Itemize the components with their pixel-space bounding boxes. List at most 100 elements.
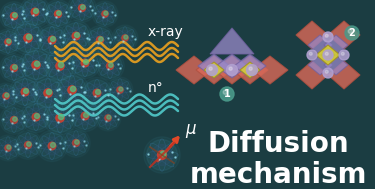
Circle shape [54, 10, 62, 18]
Circle shape [107, 115, 111, 119]
Circle shape [10, 116, 18, 124]
Circle shape [0, 106, 28, 134]
Circle shape [31, 8, 39, 16]
Circle shape [104, 11, 108, 15]
Circle shape [78, 5, 86, 12]
Polygon shape [240, 62, 260, 78]
Circle shape [51, 143, 55, 147]
Circle shape [158, 150, 166, 160]
Circle shape [0, 54, 28, 82]
Circle shape [81, 112, 89, 120]
Circle shape [102, 11, 108, 17]
Polygon shape [216, 54, 248, 78]
Circle shape [98, 6, 112, 22]
Polygon shape [198, 54, 230, 78]
Circle shape [13, 117, 17, 121]
Circle shape [117, 30, 132, 46]
Circle shape [18, 28, 38, 48]
Circle shape [20, 0, 51, 28]
Text: n°: n° [148, 81, 164, 95]
Circle shape [50, 6, 66, 22]
Circle shape [56, 62, 64, 70]
Circle shape [16, 133, 40, 157]
Circle shape [34, 114, 39, 119]
Circle shape [70, 86, 76, 91]
Circle shape [323, 68, 333, 78]
Circle shape [32, 113, 40, 121]
Circle shape [72, 103, 98, 129]
Text: 2: 2 [349, 28, 355, 38]
Polygon shape [308, 55, 332, 75]
Circle shape [68, 135, 84, 151]
Polygon shape [324, 55, 348, 75]
Circle shape [69, 100, 100, 132]
Circle shape [0, 140, 15, 156]
Circle shape [325, 70, 328, 73]
Circle shape [5, 39, 11, 45]
Circle shape [119, 87, 123, 91]
Circle shape [43, 137, 61, 155]
Circle shape [12, 79, 38, 105]
Circle shape [63, 23, 89, 49]
Circle shape [0, 2, 28, 30]
Circle shape [207, 64, 218, 75]
Circle shape [62, 129, 90, 157]
Circle shape [20, 101, 52, 133]
Circle shape [32, 61, 40, 69]
Circle shape [26, 55, 46, 75]
Polygon shape [296, 61, 328, 89]
Circle shape [92, 32, 108, 48]
Circle shape [27, 108, 45, 126]
Circle shape [48, 142, 56, 150]
Circle shape [72, 50, 98, 76]
Circle shape [0, 83, 19, 109]
Text: 1: 1 [224, 89, 230, 99]
Circle shape [44, 89, 52, 97]
Circle shape [6, 8, 22, 24]
Circle shape [16, 83, 34, 101]
Circle shape [24, 89, 28, 93]
Circle shape [2, 4, 26, 28]
Polygon shape [214, 56, 250, 84]
Circle shape [69, 47, 100, 79]
Circle shape [109, 63, 113, 67]
Circle shape [36, 24, 68, 56]
Circle shape [112, 83, 128, 98]
Polygon shape [328, 61, 360, 89]
Circle shape [6, 60, 22, 76]
Circle shape [60, 20, 92, 52]
Circle shape [88, 84, 106, 102]
Circle shape [5, 145, 11, 151]
Text: x-ray: x-ray [148, 25, 184, 39]
Circle shape [152, 145, 172, 166]
Circle shape [50, 56, 70, 76]
Circle shape [44, 0, 72, 28]
Circle shape [105, 115, 111, 121]
Circle shape [13, 65, 17, 69]
Circle shape [144, 137, 180, 173]
Circle shape [0, 35, 15, 50]
Circle shape [325, 34, 328, 37]
Circle shape [97, 107, 119, 129]
Circle shape [58, 76, 86, 104]
Circle shape [62, 80, 82, 100]
Polygon shape [232, 56, 268, 84]
Polygon shape [204, 62, 224, 78]
Circle shape [84, 80, 110, 106]
Circle shape [36, 130, 68, 162]
Circle shape [307, 50, 317, 60]
Circle shape [100, 111, 116, 125]
Circle shape [10, 12, 18, 19]
Circle shape [81, 77, 112, 109]
Circle shape [220, 87, 234, 101]
Circle shape [96, 52, 124, 80]
Circle shape [309, 52, 312, 55]
Circle shape [13, 13, 17, 17]
Polygon shape [308, 35, 332, 55]
Circle shape [76, 54, 94, 72]
Circle shape [64, 131, 88, 155]
Circle shape [124, 35, 128, 39]
Polygon shape [196, 56, 232, 84]
Circle shape [68, 0, 96, 22]
Circle shape [7, 145, 11, 149]
